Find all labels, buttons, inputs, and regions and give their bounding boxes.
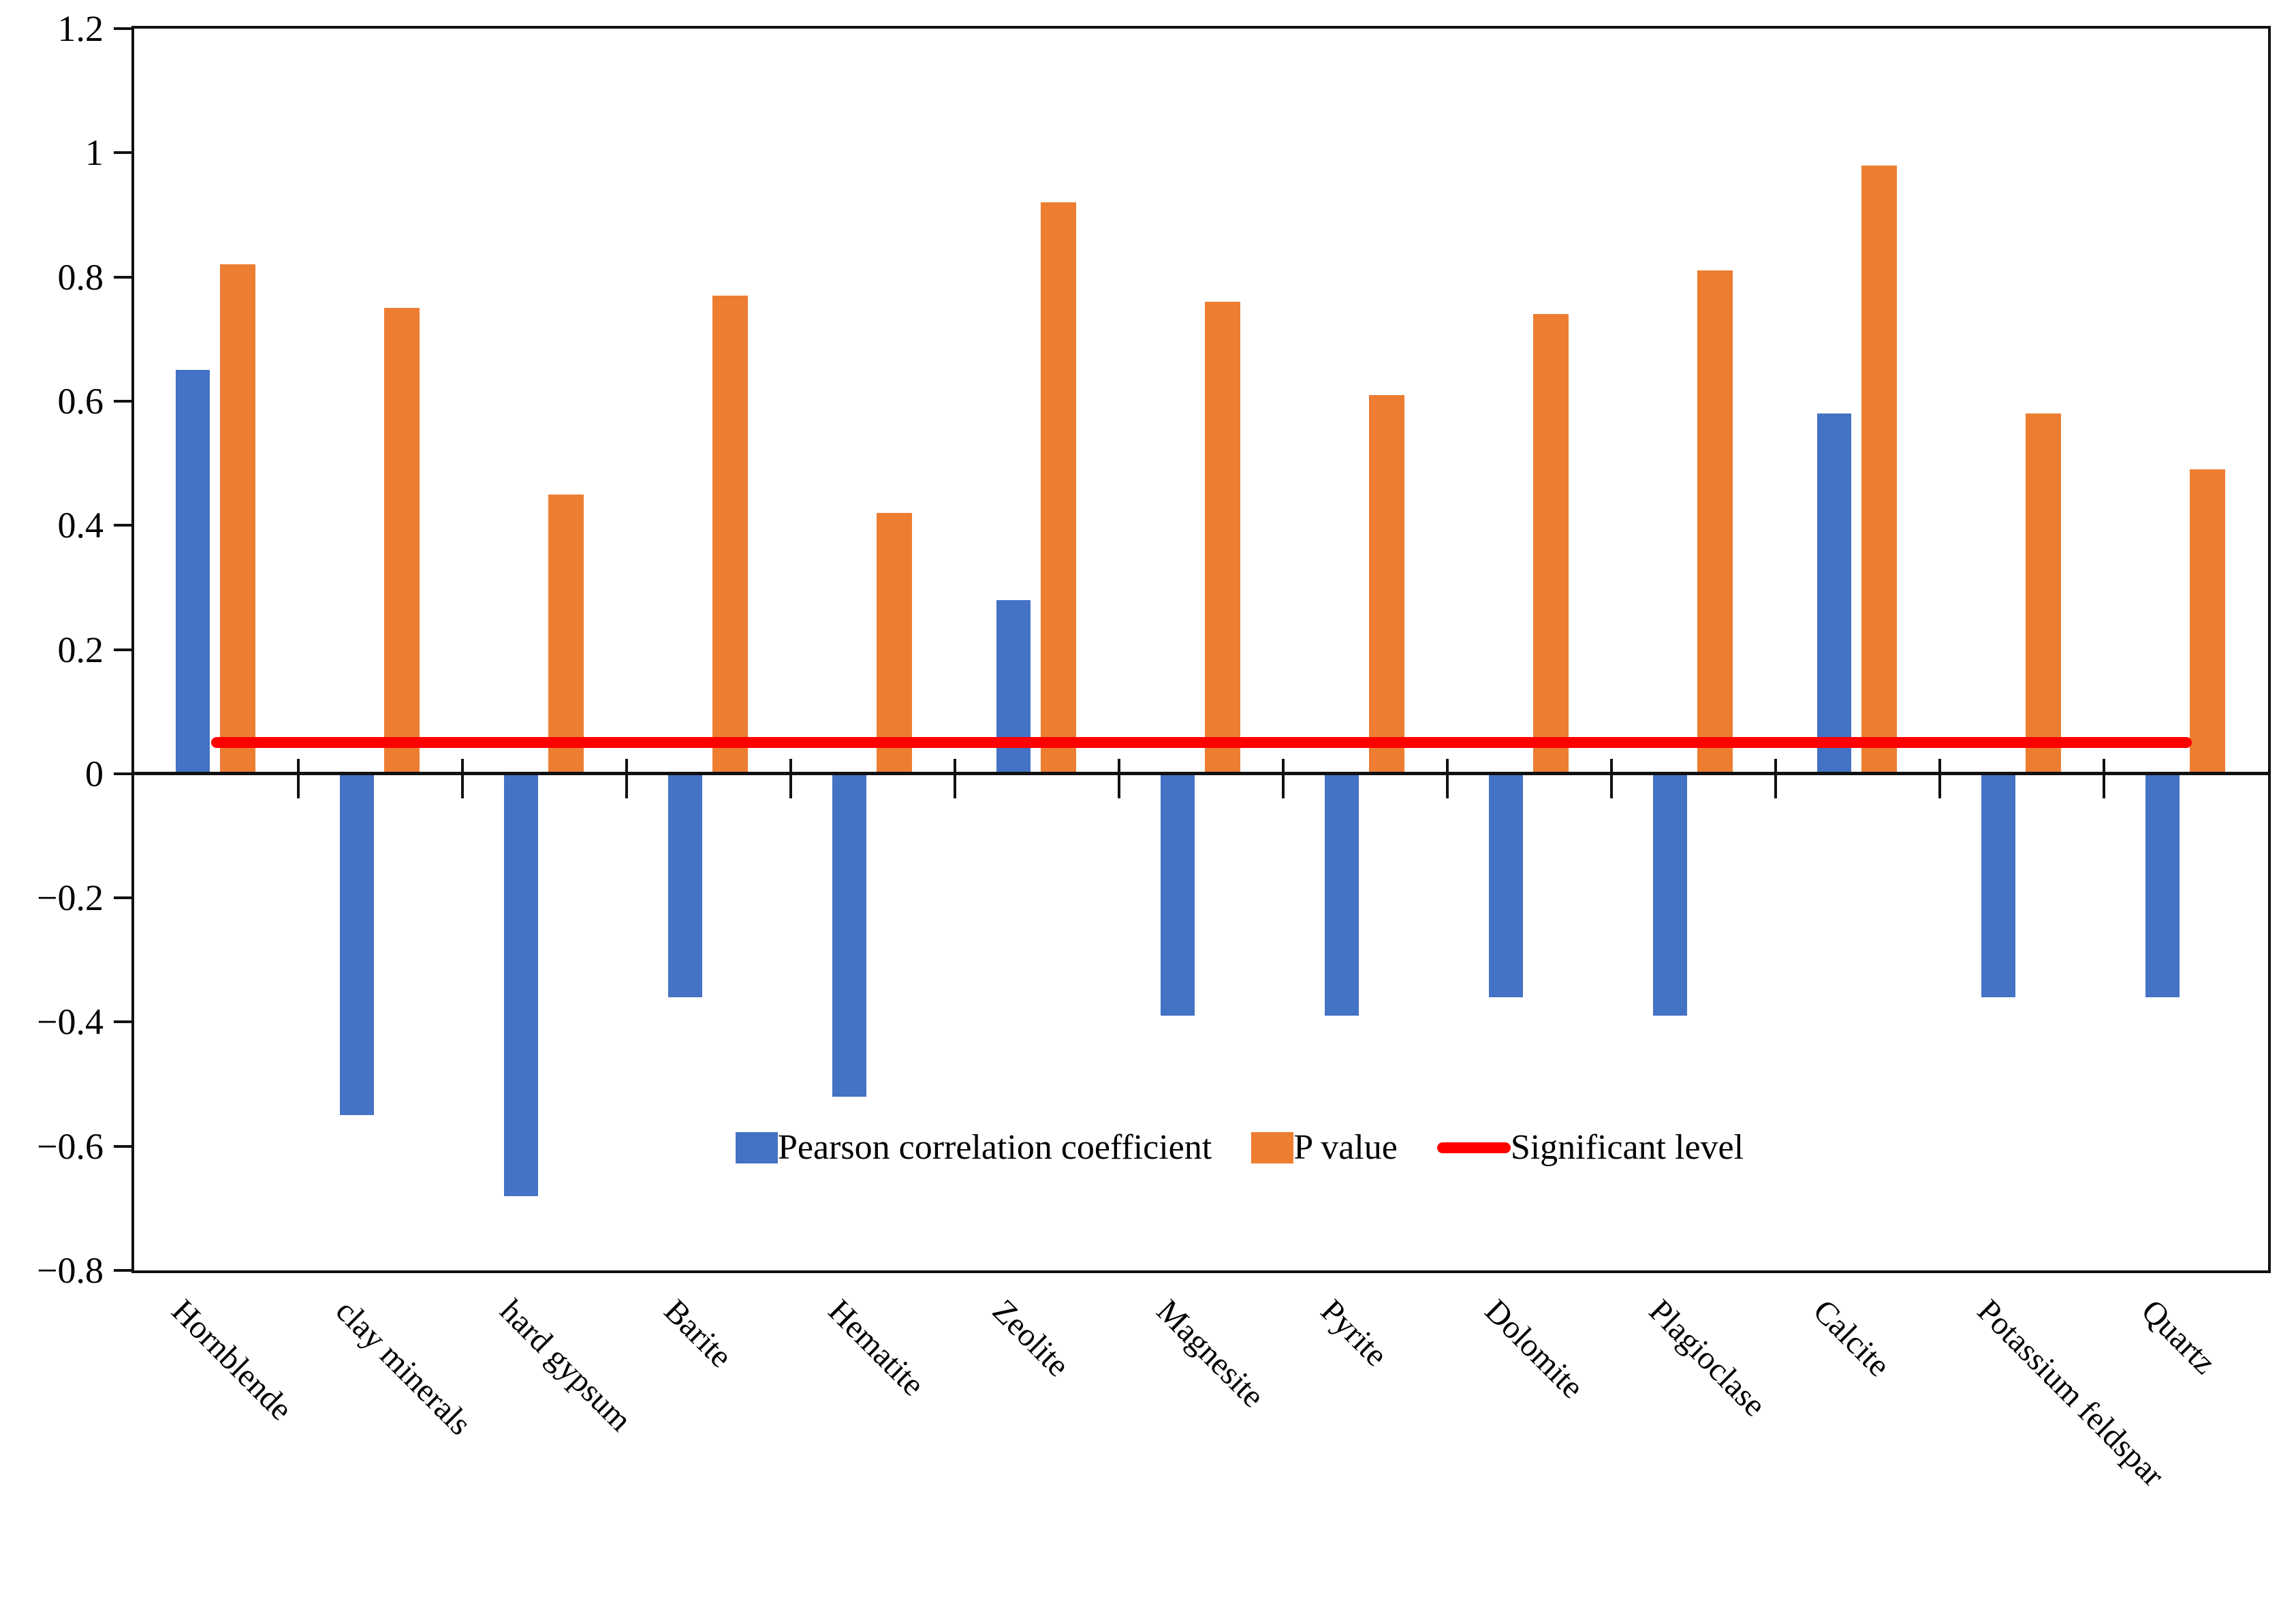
category-label-barite: Barite: [657, 1292, 739, 1375]
legend-label-pearson: Pearson correlation coefficient: [778, 1128, 1212, 1167]
bar-pvalue-plagioclase: [1697, 270, 1733, 774]
legend-label-significant-level: Significant level: [1510, 1128, 1744, 1167]
bar-pvalue-barite: [712, 295, 749, 774]
bar-pearson-potassium-feldspar: [1981, 773, 2015, 997]
bar-pvalue-hornblende: [220, 264, 256, 774]
category-label-dolomite: Dolomite: [1477, 1292, 1591, 1406]
category-label-calcite: Calcite: [1806, 1292, 1897, 1384]
bar-pearson-magnesite: [1160, 773, 1195, 1016]
x-axis-tick: [789, 758, 792, 798]
bar-pearson-hematite: [832, 773, 866, 1097]
y-axis-tick-label: −0.2: [37, 877, 104, 919]
y-axis-tick: [114, 896, 134, 900]
bar-pearson-quartz: [2145, 773, 2180, 997]
x-axis-tick: [1610, 758, 1613, 798]
bar-pearson-hornblende: [175, 370, 210, 774]
x-axis-tick: [461, 758, 464, 798]
x-axis-tick: [954, 758, 956, 798]
y-axis-tick: [114, 524, 134, 527]
legend-item-significant-level: Significant level: [1436, 1127, 1744, 1168]
y-axis-tick: [114, 1144, 134, 1148]
bar-pvalue-hematite: [877, 512, 913, 774]
x-axis-tick: [1938, 758, 1941, 798]
x-axis-tick: [1118, 758, 1120, 798]
x-axis-tick: [1446, 758, 1449, 798]
x-axis-tick: [297, 758, 300, 798]
category-label-plagioclase: Plagioclase: [1641, 1292, 1773, 1424]
y-axis-tick: [114, 27, 134, 30]
pvalue-series-swatch-icon: [1251, 1131, 1294, 1163]
category-label-hard-gypsum: hard gypsum: [492, 1292, 639, 1439]
y-axis-tick: [114, 1269, 134, 1272]
bar-pvalue-potassium-feldspar: [2026, 413, 2062, 774]
legend-item-pearson: Pearson correlation coefficient: [736, 1127, 1212, 1168]
bar-pvalue-quartz: [2190, 469, 2226, 774]
category-label-zeolite: Zeolite: [985, 1292, 1076, 1384]
y-axis-tick-label: −0.4: [37, 1001, 104, 1043]
y-axis-tick-label: 0.6: [57, 380, 104, 422]
y-axis-tick-label: 1: [85, 132, 104, 174]
bar-pearson-barite: [667, 773, 702, 997]
bar-pvalue-calcite: [1861, 165, 1898, 774]
bar-pvalue-hard-gypsum: [548, 494, 584, 774]
significant-level-line: [210, 737, 2192, 749]
y-axis-tick-label: −0.6: [37, 1125, 104, 1167]
legend-label-pvalue: P value: [1293, 1128, 1398, 1167]
x-axis-tick: [1774, 758, 1777, 798]
pearson-series-swatch-icon: [736, 1131, 778, 1163]
y-axis-tick: [114, 648, 134, 651]
y-axis-tick-label: 0.8: [57, 256, 104, 298]
plot-area: [131, 26, 2271, 1273]
category-label-clay-minerals: clay minerals: [328, 1292, 478, 1443]
x-axis-tick: [1282, 758, 1285, 798]
category-label-pyrite: Pyrite: [1313, 1292, 1394, 1374]
bar-pvalue-dolomite: [1533, 314, 1569, 774]
y-axis-tick-label: 0: [85, 753, 104, 794]
significant-level-line-icon: [1436, 1142, 1511, 1153]
bar-pearson-hard-gypsum: [503, 773, 538, 1196]
legend: Pearson correlation coefficient P value …: [736, 1127, 1744, 1168]
bar-pearson-dolomite: [1488, 773, 1523, 997]
category-label-hematite: Hematite: [821, 1292, 932, 1403]
bar-pearson-pyrite: [1324, 773, 1359, 1016]
bar-pvalue-pyrite: [1369, 394, 1405, 774]
zero-axis-line: [134, 772, 2268, 776]
y-axis-tick-label: 0.4: [57, 505, 104, 546]
x-axis-tick: [625, 758, 628, 798]
y-axis-tick: [114, 399, 134, 403]
y-axis-tick-label: 1.2: [57, 8, 104, 49]
bar-pearson-calcite: [1817, 413, 1851, 774]
y-axis-tick: [114, 151, 134, 155]
bar-pvalue-magnesite: [1205, 302, 1241, 774]
y-axis-tick: [114, 275, 134, 279]
bar-pearson-clay-minerals: [339, 773, 374, 1116]
x-axis-tick: [2103, 758, 2105, 798]
category-label-quartz: Quartz: [2134, 1292, 2223, 1381]
y-axis-tick-label: −0.8: [37, 1250, 104, 1291]
bar-pearson-plagioclase: [1652, 773, 1687, 1016]
category-label-hornblende: Hornblende: [164, 1292, 300, 1428]
y-axis-tick: [114, 1020, 134, 1024]
category-label-magnesite: Magnesite: [1149, 1292, 1272, 1415]
bar-pvalue-zeolite: [1041, 202, 1077, 774]
y-axis-tick: [114, 772, 134, 775]
legend-item-pvalue: P value: [1251, 1127, 1398, 1168]
y-axis-tick-label: 0.2: [57, 629, 104, 670]
bar-pvalue-clay-minerals: [384, 308, 420, 774]
